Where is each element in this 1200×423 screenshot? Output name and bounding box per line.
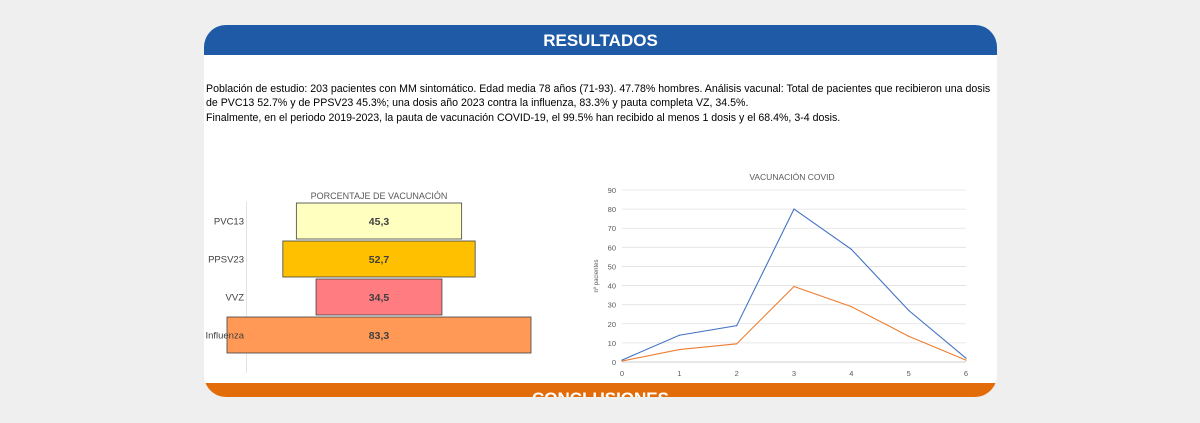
bar-vvz [315, 278, 443, 316]
line-chart-title: VACUNACIÓN COVID [749, 172, 834, 182]
x-tick-label: 4 [849, 369, 853, 378]
category-label: PVC13 [214, 217, 244, 228]
y-tick-label: 90 [608, 186, 616, 195]
results-paragraph-1: Población de estudio: 203 pacientes con … [206, 83, 991, 110]
y-tick-label: 20 [608, 320, 616, 329]
data-point [621, 359, 623, 361]
bar-value-label: 45,3 [369, 216, 390, 228]
x-tick-label: 5 [907, 369, 911, 378]
x-tick-label: 6 [964, 369, 968, 378]
data-point [965, 359, 967, 361]
y-tick-label: 10 [608, 339, 616, 348]
results-card: RESULTADOS Población de estudio: 203 pac… [204, 25, 997, 397]
data-point [678, 348, 680, 351]
category-label: PPSV23 [208, 255, 244, 266]
data-point [621, 360, 623, 362]
category-label: Influenza [205, 331, 244, 342]
data-point [736, 343, 738, 345]
y-tick-label: 80 [608, 205, 616, 214]
data-point [793, 208, 795, 210]
category-label: VVZ [226, 293, 245, 304]
bar-pvc13 [295, 202, 463, 240]
x-tick-label: 2 [735, 369, 739, 378]
bar-chart-title: PORCENTAJE DE VACUNACIÓN [311, 191, 448, 201]
results-title: RESULTADOS [543, 31, 658, 50]
y-tick-label: 70 [608, 224, 616, 233]
y-axis-title: nº pacientes [593, 260, 600, 293]
x-tick-label: 3 [792, 369, 796, 378]
y-tick-label: 0 [612, 358, 616, 367]
series-line-patients [621, 208, 967, 361]
data-point [850, 248, 852, 250]
y-tick-label: 60 [608, 243, 616, 252]
bar-influenza [226, 316, 532, 354]
results-header-bar [204, 25, 997, 55]
data-point [850, 305, 852, 308]
y-tick-label: 30 [608, 301, 616, 310]
bar-value-label: 83,3 [369, 330, 390, 342]
x-tick-label: 1 [677, 369, 681, 378]
data-point [678, 334, 680, 336]
results-paragraph-2: Finalmente, en el periodo 2019-2023, la … [206, 111, 841, 124]
y-tick-label: 50 [608, 262, 616, 271]
conclusions-title: CONCLUSIONES [204, 389, 997, 397]
data-point [965, 357, 967, 359]
results-text: Población de estudio: 203 pacientes con … [206, 82, 991, 125]
covid-vaccination-chart: VACUNACIÓN COVID 0 10 20 30 40 50 60 70 80 90 0 1 2 3 4… [593, 172, 968, 378]
data-point [793, 285, 795, 288]
data-point [908, 335, 910, 337]
x-tick-label: 0 [620, 369, 624, 378]
bar-ppsv23 [282, 240, 476, 278]
y-tick-label: 40 [608, 282, 616, 291]
data-point [736, 325, 738, 327]
vaccination-percentage-chart: PORCENTAJE DE VACUNACIÓN 45,3 PVC13 52,7 PPS… [205, 191, 532, 373]
data-point [908, 309, 910, 311]
bar-value-label: 52,7 [369, 254, 390, 266]
bar-value-label: 34,5 [369, 292, 390, 304]
conclusions-header-bar [204, 383, 997, 397]
